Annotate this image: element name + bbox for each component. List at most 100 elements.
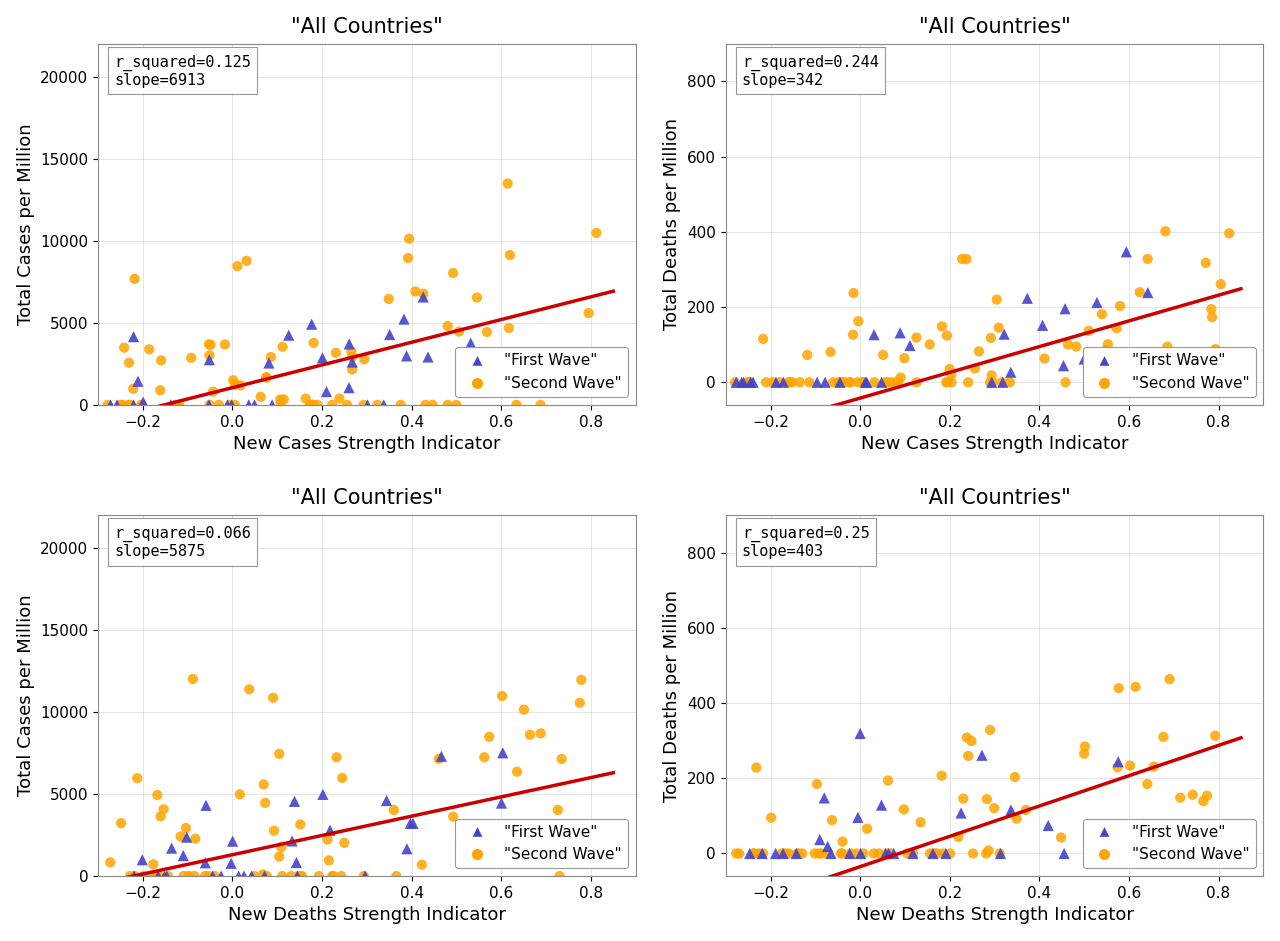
- Point: [940, 846, 960, 861]
- Point: [253, 777, 274, 792]
- Point: [269, 746, 289, 761]
- Point: [961, 733, 982, 748]
- Point: [202, 869, 223, 884]
- Point: [746, 760, 767, 775]
- Point: [143, 856, 164, 871]
- Point: [398, 250, 419, 265]
- Point: [353, 397, 374, 412]
- Point: [1006, 811, 1027, 826]
- Point: [792, 846, 813, 861]
- Point: [879, 846, 900, 861]
- Point: [284, 794, 305, 809]
- Point: [252, 867, 273, 882]
- Point: [724, 375, 745, 390]
- Point: [323, 869, 343, 884]
- Point: [223, 373, 243, 388]
- Point: [251, 390, 271, 405]
- Point: [415, 397, 435, 412]
- Point: [1117, 846, 1138, 861]
- Point: [301, 317, 321, 332]
- Point: [864, 846, 884, 861]
- Point: [975, 846, 996, 861]
- Point: [900, 338, 920, 353]
- Point: [1108, 375, 1129, 390]
- Point: [1157, 339, 1178, 354]
- Point: [923, 846, 943, 861]
- Point: [822, 813, 842, 828]
- Point: [841, 846, 861, 861]
- X-axis label: New Deaths Strength Indicator: New Deaths Strength Indicator: [228, 906, 506, 924]
- Point: [312, 787, 333, 802]
- Point: [815, 375, 836, 390]
- Point: [1038, 818, 1059, 833]
- Point: [506, 397, 526, 412]
- Point: [179, 869, 200, 884]
- Point: [951, 805, 972, 821]
- Point: [291, 869, 311, 884]
- Point: [751, 846, 772, 861]
- Point: [991, 846, 1011, 861]
- Point: [856, 375, 877, 390]
- Point: [832, 834, 852, 849]
- Point: [264, 823, 284, 838]
- Point: [224, 397, 244, 412]
- Point: [476, 325, 497, 340]
- Point: [471, 830, 492, 845]
- Point: [228, 869, 248, 884]
- Point: [133, 869, 154, 884]
- Point: [829, 375, 850, 390]
- Point: [831, 375, 851, 390]
- Point: [492, 795, 512, 810]
- Point: [906, 375, 927, 390]
- Legend: "First Wave", "Second Wave": "First Wave", "Second Wave": [1083, 347, 1256, 397]
- Point: [835, 375, 855, 390]
- Point: [443, 265, 463, 280]
- Point: [106, 397, 127, 412]
- Point: [124, 869, 145, 884]
- Point: [147, 869, 168, 884]
- Point: [438, 397, 458, 412]
- Point: [1051, 830, 1071, 845]
- Point: [1193, 793, 1213, 808]
- Point: [401, 816, 421, 831]
- Point: [1110, 298, 1130, 313]
- Point: [498, 176, 518, 191]
- Point: [1116, 245, 1137, 260]
- Point: [160, 397, 180, 412]
- Point: [1005, 770, 1025, 785]
- Point: [977, 791, 997, 806]
- Point: [809, 832, 829, 847]
- Point: [261, 349, 282, 364]
- Point: [413, 286, 434, 301]
- Point: [205, 869, 225, 884]
- Point: [1034, 351, 1055, 366]
- Point: [119, 869, 140, 884]
- Point: [201, 337, 221, 352]
- Point: [244, 397, 265, 412]
- Point: [740, 375, 760, 390]
- Point: [394, 311, 415, 327]
- Point: [237, 253, 257, 268]
- Point: [184, 869, 205, 884]
- Point: [740, 846, 760, 861]
- Point: [255, 869, 275, 884]
- Y-axis label: Total Cases per Million: Total Cases per Million: [17, 123, 35, 326]
- Point: [969, 343, 989, 359]
- Point: [262, 690, 283, 705]
- Point: [957, 748, 978, 763]
- Point: [169, 397, 189, 412]
- Point: [230, 377, 251, 392]
- Point: [873, 347, 893, 362]
- Point: [876, 375, 896, 390]
- Point: [342, 350, 362, 365]
- Point: [255, 795, 275, 810]
- Point: [161, 840, 182, 855]
- Point: [422, 397, 443, 412]
- Point: [157, 869, 178, 884]
- Point: [1211, 277, 1231, 292]
- Point: [234, 869, 255, 884]
- Point: [342, 343, 362, 359]
- Point: [1137, 776, 1157, 791]
- Point: [1120, 758, 1140, 774]
- Point: [239, 682, 260, 697]
